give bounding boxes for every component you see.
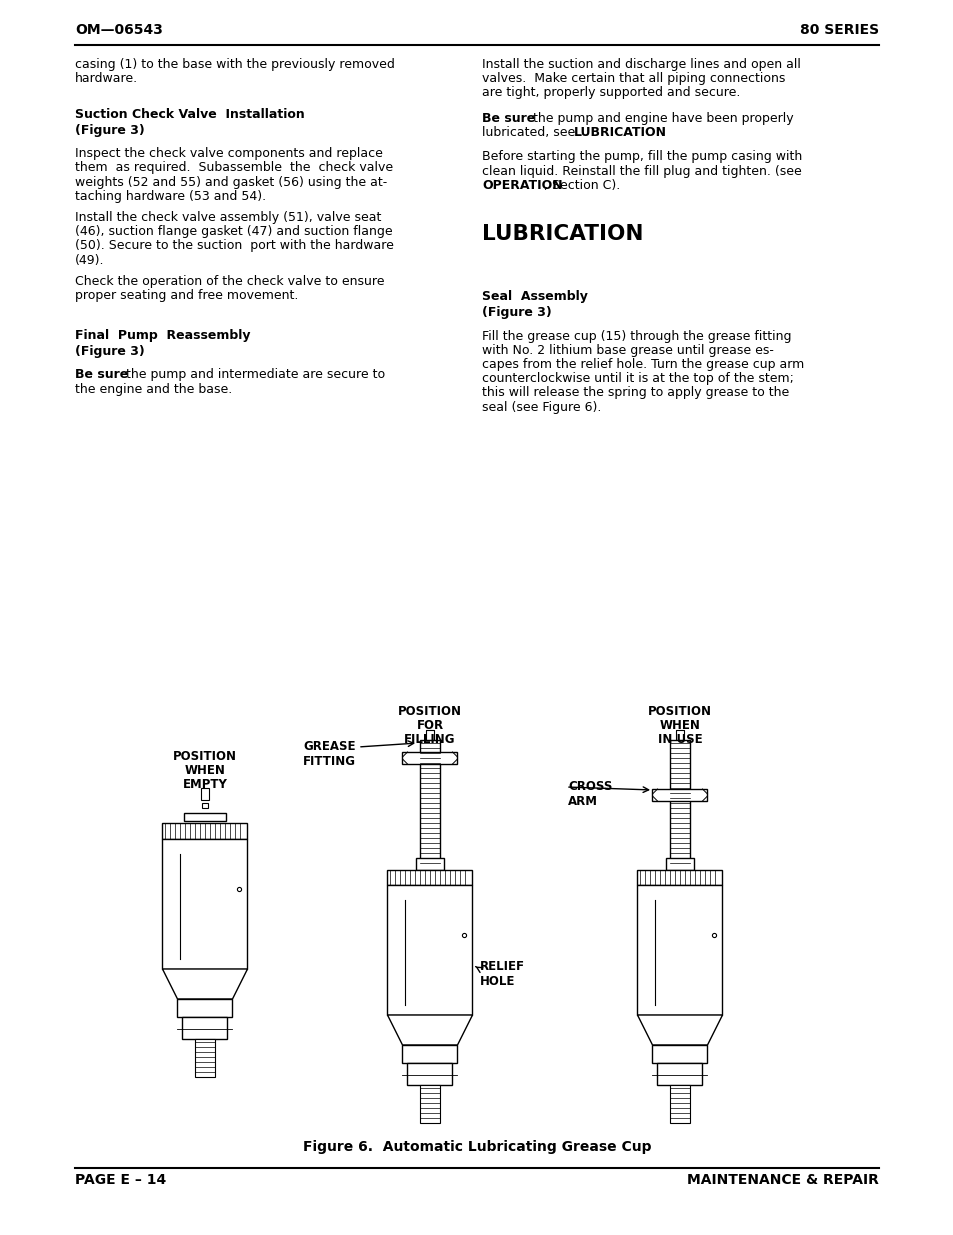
Text: (49).: (49). bbox=[75, 253, 105, 267]
Bar bbox=[194, 1039, 214, 1077]
Bar bbox=[402, 752, 457, 764]
Text: MAINTENANCE & REPAIR: MAINTENANCE & REPAIR bbox=[686, 1173, 878, 1187]
Text: .: . bbox=[646, 126, 650, 140]
Text: GREASE
FITTING: GREASE FITTING bbox=[303, 740, 355, 768]
Bar bbox=[652, 1045, 707, 1063]
Bar bbox=[665, 858, 693, 869]
Text: POSITION: POSITION bbox=[172, 750, 236, 763]
Text: with No. 2 lithium base grease until grease es-: with No. 2 lithium base grease until gre… bbox=[481, 343, 773, 357]
Text: (Figure 3): (Figure 3) bbox=[75, 345, 145, 358]
Bar bbox=[177, 999, 233, 1016]
Bar bbox=[637, 869, 721, 885]
Text: Final  Pump  Reassembly: Final Pump Reassembly bbox=[75, 329, 251, 342]
Text: IN USE: IN USE bbox=[657, 734, 701, 746]
Text: casing (1) to the base with the previously removed: casing (1) to the base with the previous… bbox=[75, 58, 395, 70]
Text: proper seating and free movement.: proper seating and free movement. bbox=[75, 289, 298, 303]
Text: (50). Secure to the suction  port with the hardware: (50). Secure to the suction port with th… bbox=[75, 240, 394, 252]
Text: LUBRICATION: LUBRICATION bbox=[574, 126, 666, 140]
Bar bbox=[387, 869, 472, 885]
Text: weights (52 and 55) and gasket (56) using the at-: weights (52 and 55) and gasket (56) usin… bbox=[75, 175, 387, 189]
Text: EMPTY: EMPTY bbox=[182, 778, 227, 790]
Text: Figure 6.  Automatic Lubricating Grease Cup: Figure 6. Automatic Lubricating Grease C… bbox=[302, 1140, 651, 1153]
Text: Seal  Assembly: Seal Assembly bbox=[481, 290, 587, 303]
Text: the pump and engine have been properly: the pump and engine have been properly bbox=[529, 112, 793, 125]
Text: hardware.: hardware. bbox=[75, 72, 138, 85]
Text: valves.  Make certain that all piping connections: valves. Make certain that all piping con… bbox=[481, 72, 784, 85]
Text: the pump and intermediate are secure to: the pump and intermediate are secure to bbox=[122, 368, 385, 382]
Text: this will release the spring to apply grease to the: this will release the spring to apply gr… bbox=[481, 387, 788, 399]
Text: them  as required.  Subassemble  the  check valve: them as required. Subassemble the check … bbox=[75, 162, 393, 174]
Text: PAGE E – 14: PAGE E – 14 bbox=[75, 1173, 166, 1187]
Bar bbox=[162, 823, 247, 839]
Text: Fill the grease cup (15) through the grease fitting: Fill the grease cup (15) through the gre… bbox=[481, 330, 791, 342]
Bar bbox=[184, 813, 226, 821]
Bar bbox=[426, 730, 434, 736]
Text: (Figure 3): (Figure 3) bbox=[481, 306, 551, 320]
Bar bbox=[387, 885, 472, 1015]
Text: Be sure: Be sure bbox=[481, 112, 535, 125]
Text: Before starting the pump, fill the pump casing with: Before starting the pump, fill the pump … bbox=[481, 151, 801, 163]
Text: OPERATION: OPERATION bbox=[481, 179, 562, 191]
Bar bbox=[657, 1063, 701, 1086]
Text: WHEN: WHEN bbox=[659, 719, 700, 732]
Text: Inspect the check valve components and replace: Inspect the check valve components and r… bbox=[75, 147, 382, 161]
Polygon shape bbox=[162, 969, 247, 999]
Bar bbox=[676, 730, 683, 740]
Text: Suction Check Valve  Installation: Suction Check Valve Installation bbox=[75, 107, 304, 121]
Polygon shape bbox=[637, 1015, 721, 1045]
Text: Be sure: Be sure bbox=[75, 368, 128, 382]
Bar bbox=[416, 858, 443, 869]
Text: POSITION: POSITION bbox=[397, 705, 461, 718]
Bar bbox=[402, 1045, 457, 1063]
Bar bbox=[669, 1086, 689, 1123]
Polygon shape bbox=[387, 1015, 472, 1045]
Bar bbox=[162, 839, 247, 969]
Text: Check the operation of the check valve to ensure: Check the operation of the check valve t… bbox=[75, 275, 384, 288]
Text: capes from the relief hole. Turn the grease cup arm: capes from the relief hole. Turn the gre… bbox=[481, 358, 803, 370]
Bar bbox=[202, 803, 208, 808]
Bar bbox=[407, 1063, 452, 1086]
Text: the engine and the base.: the engine and the base. bbox=[75, 383, 232, 395]
Text: RELIEF
HOLE: RELIEF HOLE bbox=[479, 960, 524, 988]
Text: OM—06543: OM—06543 bbox=[75, 23, 163, 37]
Text: LUBRICATION: LUBRICATION bbox=[481, 225, 643, 245]
Text: lubricated, see: lubricated, see bbox=[481, 126, 578, 140]
Bar bbox=[426, 730, 434, 740]
Bar bbox=[419, 740, 439, 869]
Text: Install the check valve assembly (51), valve seat: Install the check valve assembly (51), v… bbox=[75, 211, 381, 224]
Text: FOR: FOR bbox=[416, 719, 443, 732]
Text: CROSS
ARM: CROSS ARM bbox=[567, 781, 612, 808]
Bar bbox=[676, 730, 683, 736]
Bar bbox=[182, 1016, 227, 1039]
Text: clean liquid. Reinstall the fill plug and tighten. (see: clean liquid. Reinstall the fill plug an… bbox=[481, 164, 801, 178]
Text: WHEN: WHEN bbox=[184, 764, 225, 777]
Bar bbox=[669, 740, 689, 869]
Text: Install the suction and discharge lines and open all: Install the suction and discharge lines … bbox=[481, 58, 800, 70]
Text: POSITION: POSITION bbox=[647, 705, 711, 718]
Text: are tight, properly supported and secure.: are tight, properly supported and secure… bbox=[481, 86, 740, 99]
Text: taching hardware (53 and 54).: taching hardware (53 and 54). bbox=[75, 190, 266, 203]
Bar bbox=[652, 789, 707, 802]
Bar bbox=[419, 1086, 439, 1123]
Text: (46), suction flange gasket (47) and suction flange: (46), suction flange gasket (47) and suc… bbox=[75, 225, 393, 238]
Text: FILLING: FILLING bbox=[404, 734, 456, 746]
Bar bbox=[201, 788, 209, 800]
Text: , Section C).: , Section C). bbox=[543, 179, 619, 191]
Text: 80 SERIES: 80 SERIES bbox=[799, 23, 878, 37]
Text: seal (see Figure 6).: seal (see Figure 6). bbox=[481, 400, 600, 414]
Bar bbox=[637, 885, 721, 1015]
Text: (Figure 3): (Figure 3) bbox=[75, 124, 145, 137]
Text: counterclockwise until it is at the top of the stem;: counterclockwise until it is at the top … bbox=[481, 372, 793, 385]
